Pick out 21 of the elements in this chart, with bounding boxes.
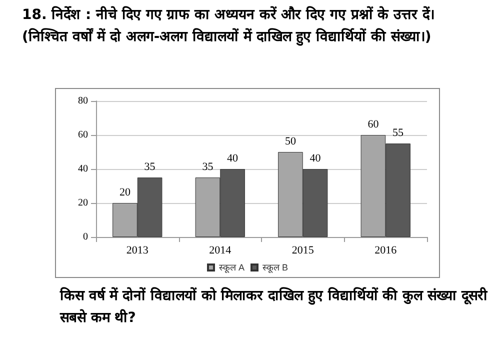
y-tick-label: 0	[83, 232, 88, 242]
x-tick-label: 2013	[126, 244, 149, 256]
data-label: 40	[310, 152, 322, 164]
data-label: 60	[368, 118, 380, 130]
legend-label: स्कूल B	[262, 262, 288, 274]
legend-label: स्कूल A	[218, 262, 245, 274]
y-tick-label: 80	[78, 96, 88, 106]
data-label: 50	[284, 136, 296, 148]
text: किस वर्ष में दोनों विद्यालयों को मिलाकर दाखिल हुए विद्यार्थियों की कुल संख्या दूसरी सबसे कम थी?	[60, 286, 489, 328]
x-tick-label: 2014	[209, 244, 232, 256]
x-tick-label: 2015	[292, 244, 314, 256]
chart-title: 18. निर्देश : नीचे दिए गए ग्राफ का अध्ययन करें और दिए गए प्रश्नों के उत्तर दें। (निश्चित वर्षों में दो अलग-अलग विद्यालयों में दाखिल हुए विद्यार्थियों की संख्या।)	[22, 5, 436, 48]
y-tick-label: 40	[78, 164, 88, 174]
data-label: 35	[144, 161, 156, 173]
data-label: 20	[119, 186, 131, 198]
data-label: 55	[392, 127, 404, 139]
data-label: 35	[202, 161, 214, 173]
data-label: 40	[227, 152, 239, 164]
y-tick-label: 60	[78, 130, 88, 140]
x-tick-label: 2016	[374, 244, 398, 256]
y-tick-label: 20	[78, 198, 88, 208]
